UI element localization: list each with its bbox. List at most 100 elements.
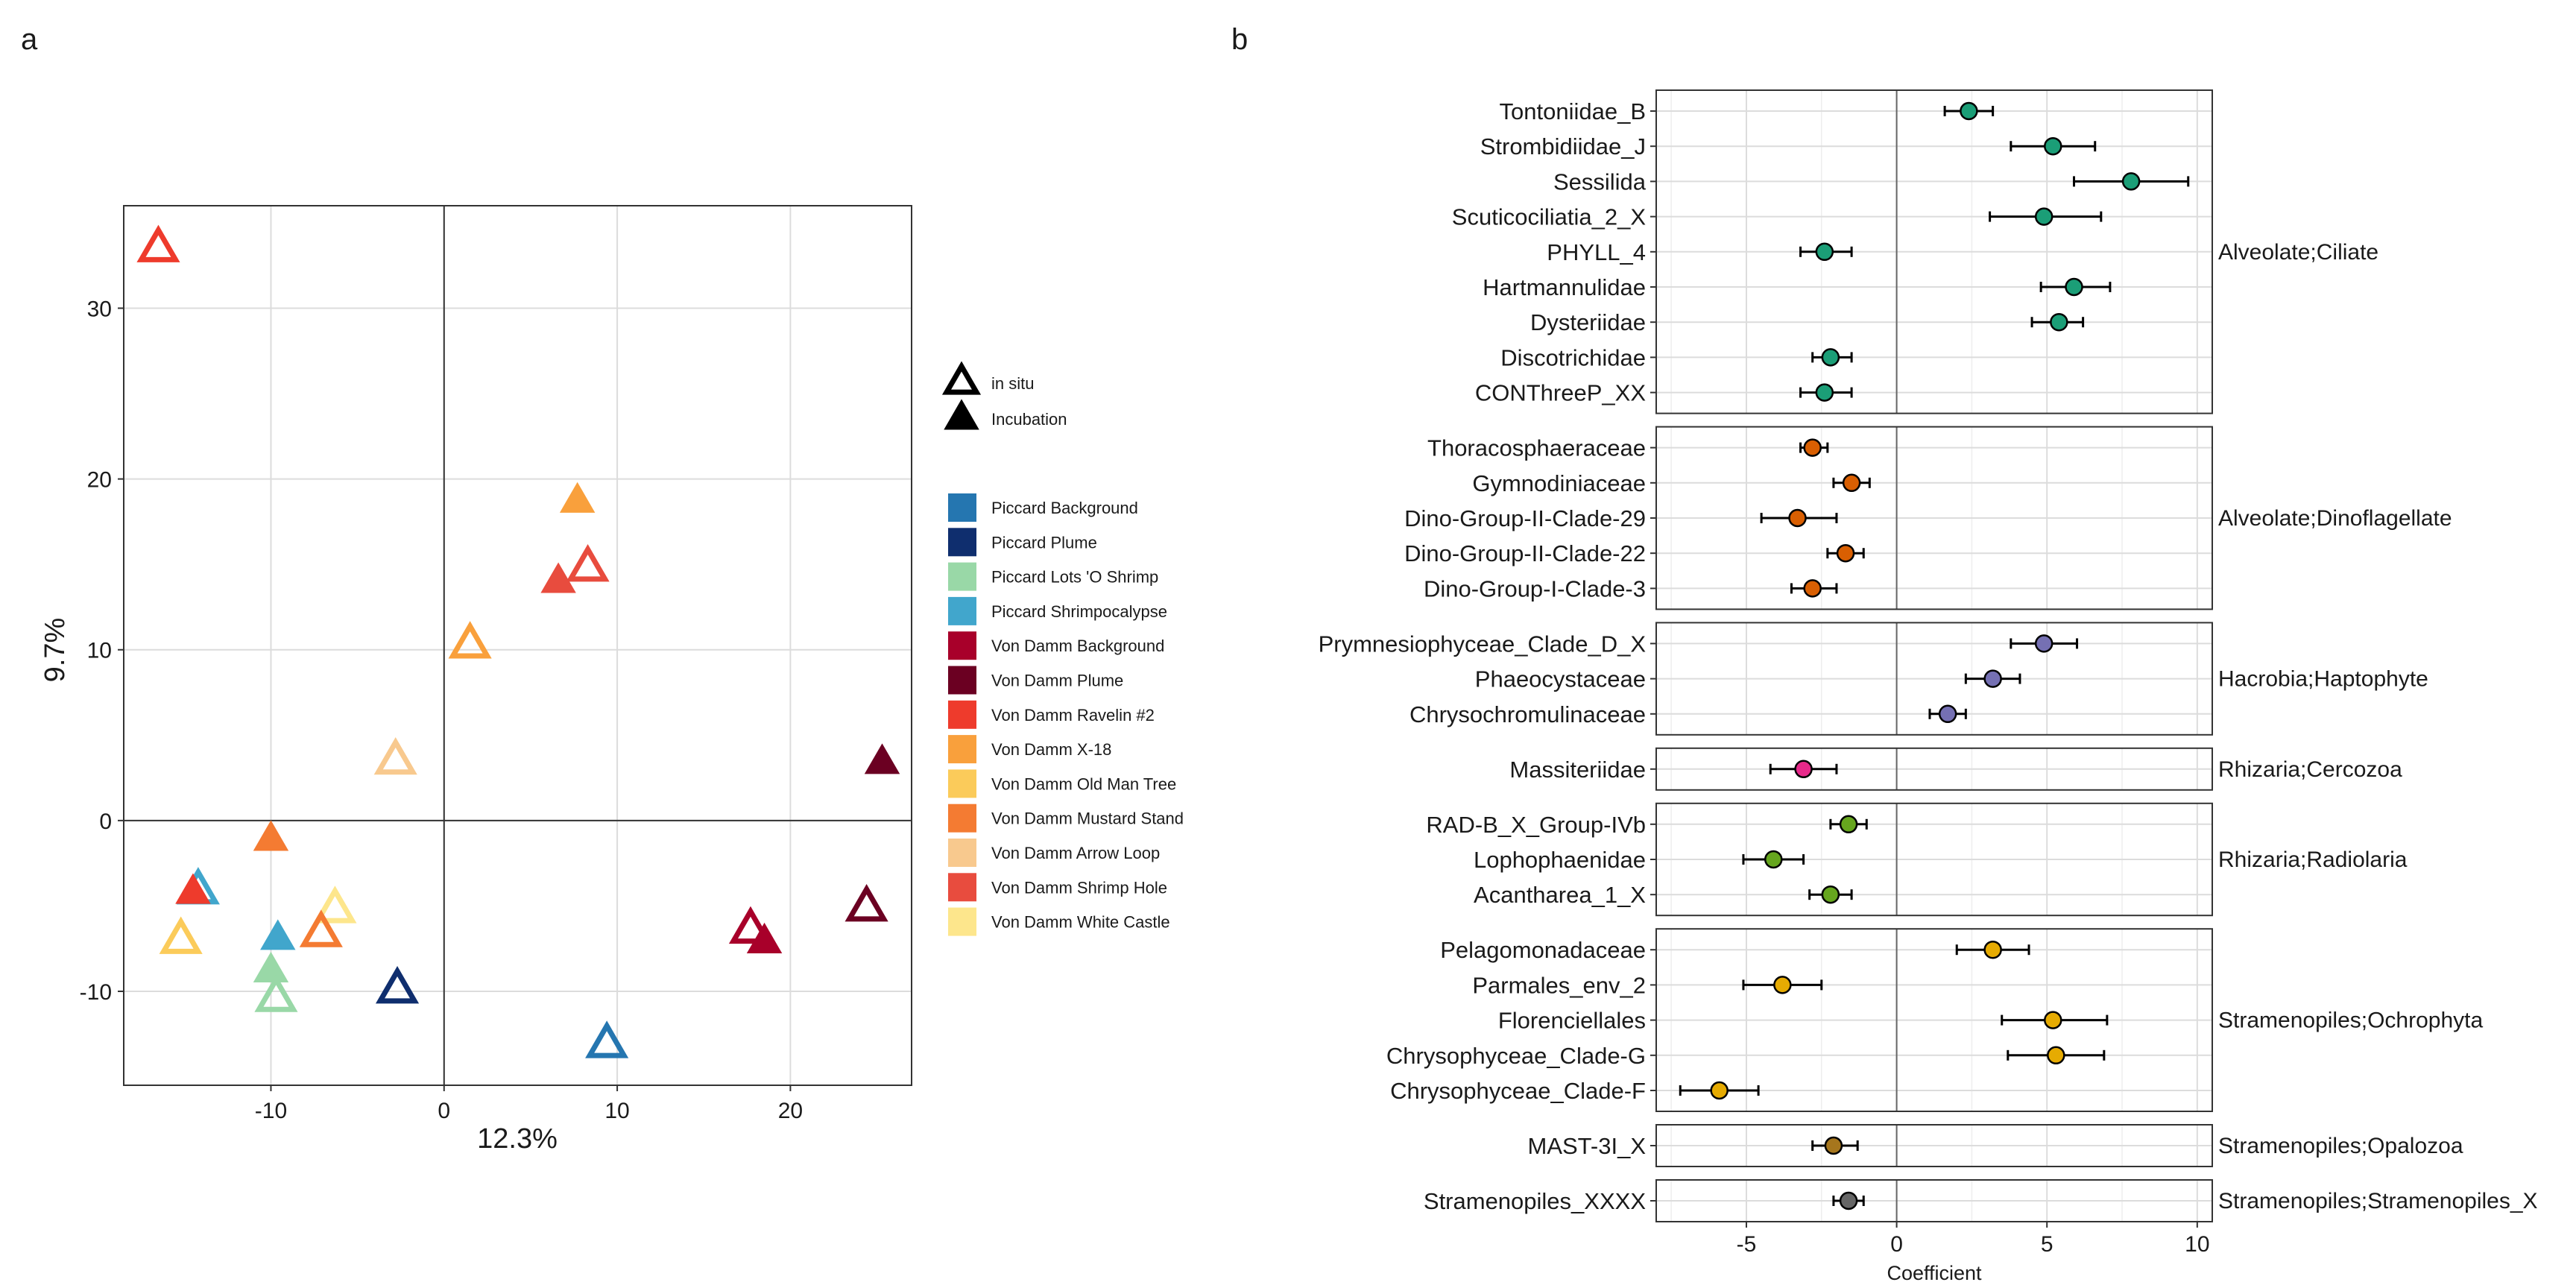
- x-tick-label: 10: [2185, 1232, 2209, 1257]
- legend-label: Piccard Background: [991, 499, 1138, 517]
- legend-swatch: [948, 769, 976, 798]
- taxon-label: Massiteriidae: [1509, 757, 1646, 783]
- coefficient-point: [2044, 1011, 2062, 1029]
- coefficient-point: [1938, 704, 1957, 724]
- group-label: Stramenopiles;Opalozoa: [2218, 1134, 2463, 1158]
- incubation-shape-key: [944, 399, 979, 430]
- coefficient-point: [1836, 543, 1855, 563]
- data-point: [313, 886, 357, 924]
- taxon-label: Dino-Group-II-Clade-29: [1404, 505, 1646, 531]
- taxon-label: CONThreeP_XX: [1475, 380, 1646, 406]
- taxon-label: Chrysophyceae_Clade-F: [1390, 1078, 1646, 1104]
- data-point: [253, 951, 289, 982]
- data-point: [373, 736, 417, 775]
- x-axis-title: 12.3%: [477, 1123, 558, 1155]
- data-point: [566, 544, 610, 582]
- legend-label: Piccard Lots 'O Shrimp: [991, 568, 1158, 587]
- data-point: [159, 916, 203, 954]
- data-point: [585, 1020, 629, 1058]
- coefficient-point: [1983, 940, 2002, 959]
- y-axis-title: 9.7%: [40, 618, 71, 683]
- taxon-label: Stramenopiles_XXXX: [1424, 1188, 1646, 1214]
- coefficient-point: [1794, 760, 1813, 779]
- legend-swatch: [948, 804, 976, 833]
- data-point: [253, 820, 289, 851]
- plot-area: [124, 206, 912, 1085]
- coefficient-point: [2034, 634, 2053, 653]
- x-axis-title: Coefficient: [1887, 1262, 1982, 1284]
- x-tick-label: 5: [2041, 1232, 2053, 1257]
- taxon-label: Scuticociliatia_2_X: [1452, 204, 1647, 230]
- facet-border: [1655, 622, 2213, 736]
- legend-label: Von Damm Arrow Loop: [991, 844, 1160, 862]
- facet-border: [1655, 928, 2213, 1112]
- legend-label: Von Damm Background: [991, 637, 1164, 655]
- taxon-label: Chrysochromulinaceae: [1409, 701, 1646, 727]
- x-tick-label: -10: [255, 1099, 287, 1123]
- data-point: [540, 562, 576, 593]
- taxon-label: Chrysophyceae_Clade-G: [1386, 1043, 1646, 1069]
- x-tick-label: 20: [778, 1099, 803, 1123]
- taxon-label: Dino-Group-II-Clade-22: [1404, 540, 1646, 566]
- coefficient-point: [1803, 579, 1822, 598]
- data-point: [864, 743, 900, 774]
- legend-swatch: [948, 666, 976, 695]
- legend-swatch: [948, 562, 976, 591]
- coefficient-point: [1764, 850, 1783, 869]
- y-tick-label: -10: [80, 980, 112, 1005]
- data-point: [728, 906, 773, 944]
- coefficient-point: [2121, 172, 2141, 191]
- coefficient-point: [1839, 815, 1858, 834]
- data-point: [746, 922, 783, 954]
- facet-border: [1655, 426, 2213, 610]
- data-point: [448, 621, 492, 659]
- legend-swatch: [948, 528, 976, 557]
- in-situ-shape-key: [941, 361, 982, 395]
- legend-label: Von Damm X-18: [991, 740, 1111, 759]
- coefficient-point: [1842, 473, 1861, 493]
- y-tick-label: 30: [87, 297, 112, 321]
- facet-border: [1655, 1179, 2213, 1222]
- coefficient-point: [1839, 1191, 1858, 1210]
- taxon-label: Pelagomonadaceae: [1440, 937, 1646, 963]
- group-label: Stramenopiles;Ochrophyta: [2218, 1008, 2483, 1033]
- legend-label: Von Damm Plume: [991, 672, 1123, 690]
- taxon-label: Discotrichidae: [1500, 344, 1646, 370]
- legend-swatch: [948, 596, 976, 625]
- taxon-label: Parmales_env_2: [1472, 972, 1646, 998]
- facet-border: [1655, 802, 2213, 917]
- facet-border: [1655, 747, 2213, 791]
- legend-swatch: [948, 873, 976, 902]
- group-label: Rhizaria;Radiolaria: [2218, 847, 2408, 872]
- group-label: Rhizaria;Cercozoa: [2218, 757, 2402, 782]
- coefficient-point: [1815, 383, 1834, 402]
- data-point: [254, 974, 298, 1012]
- legend-swatch: [948, 700, 976, 729]
- coefficient-point: [1803, 438, 1822, 457]
- coefficient-point: [1773, 976, 1792, 994]
- y-tick-label: 0: [99, 809, 112, 834]
- legend-label: Von Damm Shrimp Hole: [991, 878, 1167, 897]
- x-tick-label: 0: [438, 1099, 450, 1123]
- group-label: Hacrobia;Haptophyte: [2218, 667, 2428, 692]
- coefficient-point: [2050, 312, 2068, 332]
- data-point: [175, 873, 211, 904]
- forest-plot: Tontoniidae_B Strombidiidae_J Sessilida Scu…: [1319, 89, 2538, 1284]
- taxon-label: Dysteriidae: [1530, 309, 1646, 335]
- plot-border: [123, 205, 912, 1086]
- legend-label: Von Damm Mustard Stand: [991, 809, 1184, 828]
- legend-swatch: [948, 631, 976, 660]
- pca-legend: in situ Incubation Piccard Background Picca…: [941, 361, 1184, 936]
- data-point: [559, 482, 596, 513]
- data-point: [375, 965, 420, 1004]
- shape-legend-label: Incubation: [991, 410, 1067, 429]
- taxon-label: Sessilida: [1553, 168, 1647, 195]
- x-tick-label: 10: [604, 1099, 629, 1123]
- coefficient-point: [2065, 277, 2083, 297]
- taxon-label: Florenciellales: [1498, 1008, 1646, 1034]
- coefficient-point: [2034, 207, 2053, 226]
- coefficient-point: [1821, 885, 1840, 904]
- coefficient-point: [1815, 242, 1834, 262]
- coefficient-point: [2044, 136, 2062, 156]
- taxon-label: Tontoniidae_B: [1500, 98, 1647, 124]
